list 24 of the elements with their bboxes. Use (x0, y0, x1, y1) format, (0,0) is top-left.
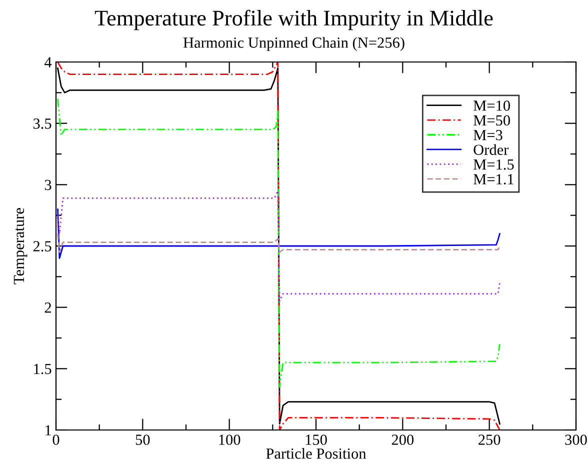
x-tick-label: 100 (219, 434, 240, 445)
x-tick-label: 200 (392, 434, 414, 445)
x-tick-label: 0 (52, 434, 60, 445)
chart-subtitle: Harmonic Unpinned Chain (N=256) (183, 37, 404, 51)
y-axis-title: Temperature (14, 208, 28, 284)
legend-label: Order (474, 144, 509, 155)
legend-label: M=3 (474, 130, 502, 140)
x-tick-label: 150 (306, 434, 327, 445)
legend-label: M=10 (474, 100, 510, 111)
x-tick-label: 300 (565, 434, 587, 445)
y-tick-label: 2.5 (33, 241, 52, 252)
chart-title: Temperature Profile with Impurity in Middle (94, 10, 493, 30)
y-tick-label: 3 (44, 180, 52, 190)
x-tick-label: 250 (478, 434, 500, 445)
x-axis-title: Particle Position (266, 448, 366, 459)
y-tick-label: 2 (44, 302, 51, 313)
y-tick-label: 1.5 (34, 364, 52, 374)
y-tick-label: 4 (44, 57, 52, 68)
legend-label: M=50 (474, 115, 510, 126)
y-tick-label: 1 (46, 425, 51, 436)
x-tick-label: 50 (136, 434, 150, 445)
y-tick-label: 3.5 (33, 118, 52, 129)
legend-label: M=1.5 (474, 159, 514, 170)
legend-label: M=1.1 (474, 174, 514, 184)
